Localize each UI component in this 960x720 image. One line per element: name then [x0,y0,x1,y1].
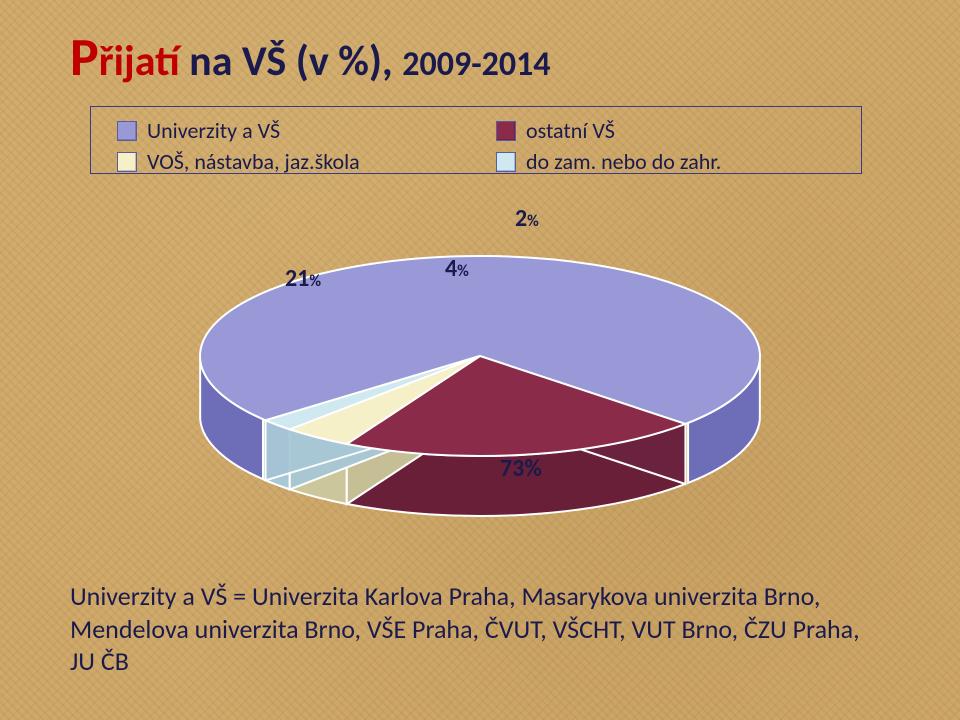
legend-label: Univerzity a VŠ [147,117,280,144]
title-accent: Přijatí [70,36,180,87]
page-title: Přijatí na VŠ (v %), 2009-2014 [70,24,551,90]
pie-svg: 73%21%4%2% [120,196,840,556]
legend-swatch [496,152,516,172]
pie-label: 21% [285,264,321,293]
body-text: Univerzity a VŠ = Univerzita Karlova Pra… [70,580,890,678]
legend-box: Univerzity a VŠ ostatní VŠ VOŠ, nástavba, … [90,106,862,174]
title-accent-rest: řijatí [99,36,180,87]
pie-label: 2% [515,204,539,233]
slide: Přijatí na VŠ (v %), 2009-2014 Univerzit… [0,0,960,720]
legend-item: ostatní VŠ [496,117,835,144]
legend-swatch [496,121,516,141]
title-years: 2009-2014 [402,44,550,85]
legend-swatch [117,152,137,172]
legend-label: ostatní VŠ [526,117,615,144]
legend-item: Univerzity a VŠ [117,117,456,144]
legend-swatch [117,121,137,141]
title-rest: na VŠ (v %), [180,36,393,87]
legend-grid: Univerzity a VŠ ostatní VŠ VOŠ, nástavba, … [91,107,861,185]
pie-chart: 73%21%4%2% [120,196,840,556]
title-accent-cap: P [70,24,99,90]
legend-label: do zam. nebo do zahr. [526,148,721,175]
pie-label: 73% [500,454,542,483]
legend-label: VOŠ, nástavba, jaz.škola [147,148,360,175]
legend-item: VOŠ, nástavba, jaz.škola [117,148,456,175]
legend-item: do zam. nebo do zahr. [496,148,835,175]
